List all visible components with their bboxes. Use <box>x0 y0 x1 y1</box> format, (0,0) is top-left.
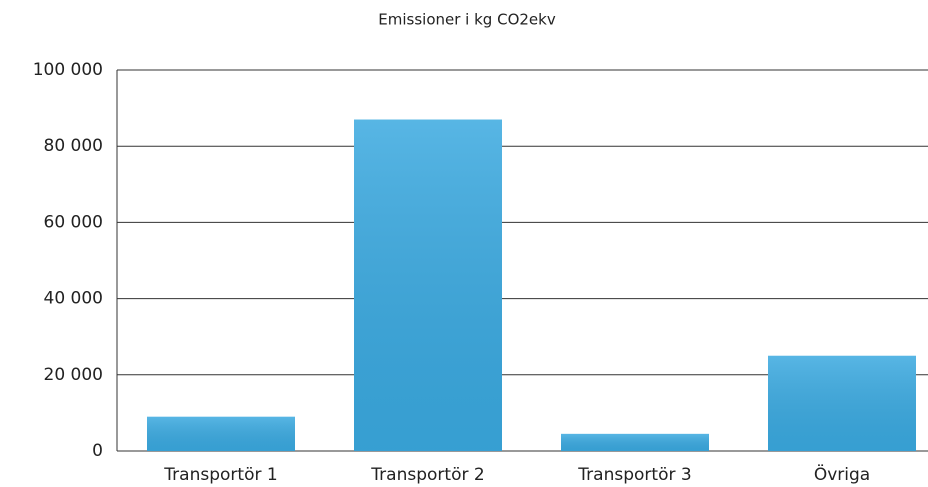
y-tick-label: 100 000 <box>33 60 103 80</box>
chart-title: Emissioner i kg CO2ekv <box>378 11 556 29</box>
bar-shade <box>354 119 502 451</box>
bar-shade <box>147 416 295 451</box>
x-tick-label: Transportör 1 <box>163 465 277 485</box>
y-tick-label: 0 <box>92 441 103 461</box>
x-tick-label: Transportör 2 <box>370 465 484 485</box>
bar-shade <box>561 433 709 451</box>
y-tick-label: 40 000 <box>44 289 103 309</box>
y-tick-label: 80 000 <box>44 136 103 156</box>
x-tick-label: Övriga <box>814 463 870 485</box>
bar-shade <box>768 355 916 451</box>
y-tick-label: 20 000 <box>44 365 103 385</box>
x-tick-label: Transportör 3 <box>577 465 691 485</box>
y-tick-label: 60 000 <box>44 212 103 232</box>
